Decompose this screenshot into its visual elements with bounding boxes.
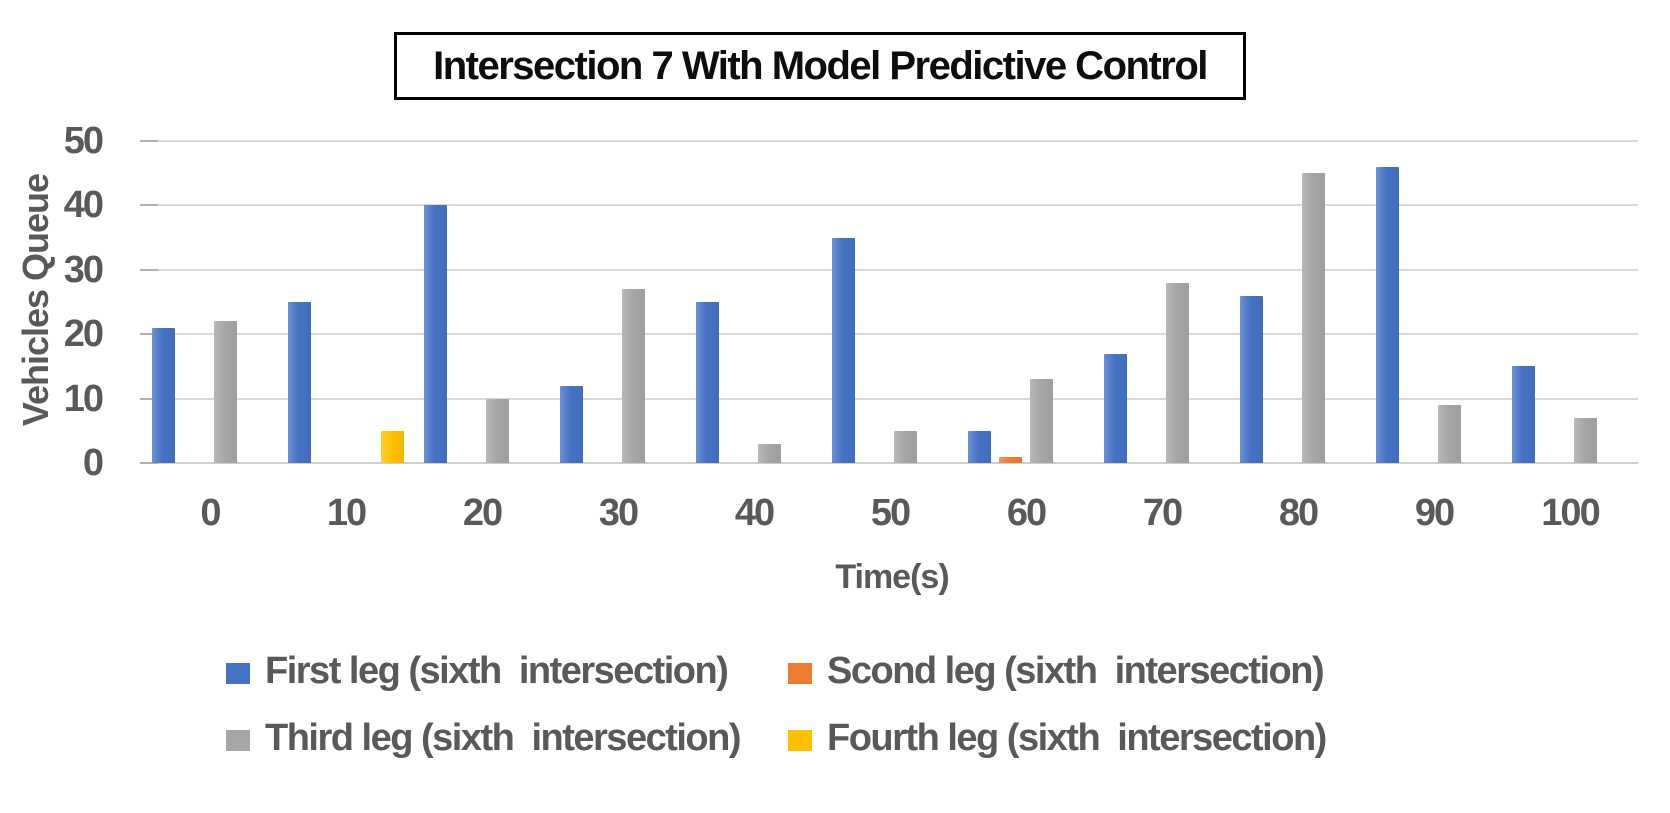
bar-series1-t30 xyxy=(560,385,583,463)
bar-series3-t20 xyxy=(486,398,509,463)
legend-label: Fourth leg (sixth intersection) xyxy=(827,717,1327,759)
legend-label: Scond leg (sixth intersection) xyxy=(827,650,1325,692)
chart-title: Intersection 7 With Model Predictive Con… xyxy=(394,32,1246,100)
y-axis-tick-50 xyxy=(140,140,158,142)
bar-series2-t60 xyxy=(999,456,1022,463)
x-tick-label-80: 80 xyxy=(1278,492,1319,534)
bar-series1-t60 xyxy=(968,430,991,463)
y-tick-label-40: 40 xyxy=(63,184,104,227)
bar-series1-t80 xyxy=(1240,295,1263,463)
y-tick-label-20: 20 xyxy=(63,313,104,356)
y-axis-tick-0 xyxy=(140,462,158,464)
bar-series3-t50 xyxy=(894,430,917,463)
gridline-50 xyxy=(142,140,1638,142)
bar-series3-t0 xyxy=(214,321,237,463)
y-tick-label-10: 10 xyxy=(63,377,104,420)
bar-series1-t10 xyxy=(288,302,311,463)
bar-series1-t40 xyxy=(696,302,719,463)
legend-label: First leg (sixth intersection) xyxy=(265,650,729,692)
x-tick-label-10: 10 xyxy=(326,492,367,534)
bar-series3-t100 xyxy=(1574,417,1597,463)
x-tick-label-60: 60 xyxy=(1006,492,1047,534)
bar-series1-t70 xyxy=(1104,353,1127,463)
gridline-30 xyxy=(142,268,1638,271)
bar-series1-t50 xyxy=(832,237,855,463)
bar-series1-t90 xyxy=(1376,166,1399,463)
legend-label: Third leg (sixth intersection) xyxy=(265,717,742,759)
bar-series1-t100 xyxy=(1512,366,1535,463)
bar-series3-t60 xyxy=(1030,379,1053,463)
legend-item-series4: Fourth leg (sixth intersection) xyxy=(788,717,1327,760)
legend-marker-icon xyxy=(788,662,812,684)
x-tick-label-30: 30 xyxy=(598,492,639,534)
bar-series3-t90 xyxy=(1438,405,1461,463)
bar-series1-t20 xyxy=(424,205,447,463)
legend-item-series1: First leg (sixth intersection) xyxy=(226,650,788,693)
x-tick-label-90: 90 xyxy=(1414,492,1455,534)
gridline-20 xyxy=(142,333,1638,336)
bar-series4-t10 xyxy=(381,430,404,463)
legend-marker-icon xyxy=(226,729,250,751)
x-tick-label-20: 20 xyxy=(462,492,503,534)
x-tick-label-100: 100 xyxy=(1541,492,1600,534)
x-axis-title: Time(s) xyxy=(835,558,949,596)
y-tick-label-0: 0 xyxy=(82,442,104,484)
y-axis-tick-40 xyxy=(140,204,158,207)
y-tick-label-30: 30 xyxy=(63,248,104,291)
x-tick-label-40: 40 xyxy=(734,492,775,534)
y-axis-tick-10 xyxy=(140,397,158,400)
bar-series3-t80 xyxy=(1302,173,1325,463)
legend: First leg (sixth intersection) Scond leg … xyxy=(226,650,1327,760)
legend-marker-icon xyxy=(226,662,250,684)
bar-series1-t0 xyxy=(152,327,175,463)
legend-item-series2: Scond leg (sixth intersection) xyxy=(788,650,1326,693)
gridline-0 xyxy=(142,462,1638,464)
legend-item-series3: Third leg (sixth intersection) xyxy=(226,717,788,760)
bar-series3-t70 xyxy=(1166,282,1189,463)
bar-series3-t30 xyxy=(622,289,645,463)
x-tick-label-0: 0 xyxy=(200,492,221,534)
y-axis-tick-30 xyxy=(140,268,158,271)
x-tick-label-70: 70 xyxy=(1142,492,1183,534)
bar-series3-t40 xyxy=(758,443,781,463)
y-axis-tick-20 xyxy=(140,333,158,336)
gridline-40 xyxy=(142,204,1638,207)
y-tick-label-50: 50 xyxy=(63,120,104,162)
gridline-10 xyxy=(142,397,1638,400)
legend-marker-icon xyxy=(788,729,812,751)
x-tick-label-50: 50 xyxy=(870,492,911,534)
